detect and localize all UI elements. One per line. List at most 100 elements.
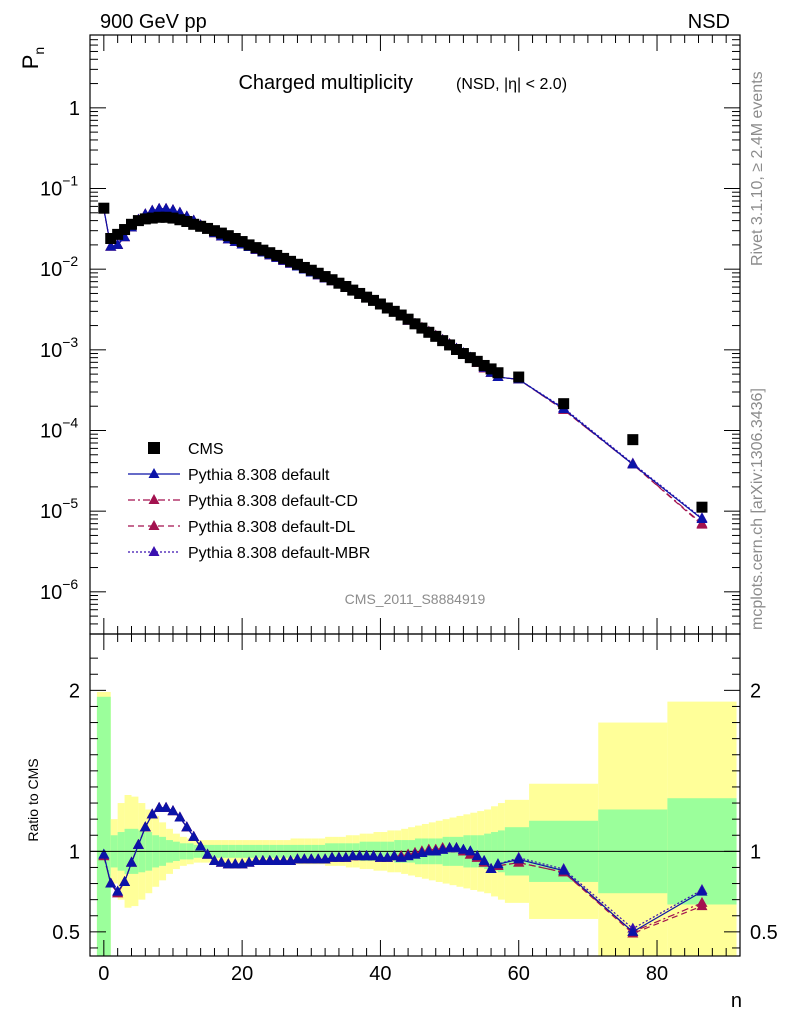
y-tick-label: 1 (69, 98, 80, 120)
data-point (696, 885, 708, 896)
data-point (368, 294, 380, 306)
main-series (98, 202, 708, 529)
data-point (558, 864, 570, 875)
data-point (112, 885, 124, 896)
data-point (98, 202, 110, 214)
legend-entry: Pythia 8.308 default-CD (128, 493, 358, 510)
data-point (513, 371, 525, 383)
data-point (132, 215, 144, 227)
data-point (340, 280, 352, 292)
data-point (361, 291, 373, 303)
data-point (105, 233, 117, 245)
data-point (215, 856, 227, 867)
data-point (513, 853, 525, 864)
data-point (478, 855, 490, 866)
data-point (627, 458, 639, 469)
data-point (471, 355, 483, 367)
data-point (250, 855, 262, 866)
header-right: NSD (688, 11, 730, 33)
data-point (558, 398, 570, 410)
data-point (368, 850, 380, 861)
data-point (305, 853, 317, 864)
data-point (354, 850, 366, 861)
data-point (450, 343, 462, 355)
plot-title: Charged multiplicity (238, 72, 413, 94)
data-point (181, 215, 193, 227)
data-point (485, 363, 497, 375)
data-point (450, 842, 462, 853)
data-point (409, 318, 421, 330)
data-point (139, 213, 151, 225)
y-tick-label-right: 2 (750, 680, 761, 702)
data-point (139, 821, 151, 832)
data-point (457, 843, 469, 854)
ratio-panel: 0 20 40 60 80 0.5 0.5 1 1 2 2 (52, 633, 778, 985)
data-point (222, 230, 234, 242)
data-point (208, 225, 220, 237)
data-point (112, 228, 124, 240)
data-point (153, 211, 165, 223)
x-tick-label: 80 (646, 963, 668, 985)
legend-entry: Pythia 8.308 default-DL (128, 519, 355, 536)
header-left: 900 GeV pp (100, 11, 207, 33)
data-point (416, 322, 428, 334)
legend-label: Pythia 8.308 default-DL (188, 519, 355, 536)
data-point (125, 218, 137, 230)
data-point (298, 261, 310, 273)
data-point (112, 238, 124, 249)
data-point (195, 220, 207, 232)
data-point (627, 925, 639, 936)
x-axis-label: n (731, 990, 742, 1012)
data-point (264, 855, 276, 866)
data-point (333, 851, 345, 862)
y-tick-label-right: 1 (750, 841, 761, 863)
x-tick-label: 0 (98, 963, 109, 985)
data-point (696, 512, 708, 523)
data-point (215, 227, 227, 239)
data-point (347, 850, 359, 861)
legend-label: Pythia 8.308 default (188, 467, 330, 484)
data-point (105, 877, 117, 888)
data-point (285, 255, 297, 267)
data-point (146, 808, 158, 819)
x-tick-label: 20 (231, 963, 253, 985)
y-tick-label: 10−5 (40, 495, 78, 523)
data-point (312, 853, 324, 864)
data-point (132, 838, 144, 849)
data-point (485, 863, 497, 874)
data-point (464, 845, 476, 856)
y-tick-label: 10−4 (40, 414, 78, 442)
y-tick-label: 10−3 (40, 334, 78, 362)
data-point (153, 801, 165, 812)
data-point (492, 858, 504, 869)
data-point (271, 855, 283, 866)
data-point (229, 858, 241, 869)
data-point (305, 264, 317, 276)
legend: CMS Pythia 8.308 default Pythia 8.308 defa… (128, 441, 370, 562)
data-point (250, 242, 262, 254)
data-point (374, 851, 386, 862)
data-point (333, 277, 345, 289)
y-tick-label: 1 (69, 841, 80, 863)
data-point (257, 244, 269, 256)
data-point (167, 805, 179, 816)
main-panel: 1 10−1 10−2 10−3 10−4 10−5 10−6 Charged multip… (40, 34, 741, 635)
data-point (291, 258, 303, 270)
data-point (174, 214, 186, 226)
data-point (153, 202, 165, 213)
data-point (264, 247, 276, 259)
data-point (326, 851, 338, 862)
data-point (423, 845, 435, 856)
data-point (119, 224, 131, 236)
data-point (202, 222, 214, 234)
data-point (374, 298, 386, 310)
legend-label: Pythia 8.308 default-MBR (188, 545, 370, 562)
y-tick-label: 10−6 (40, 576, 78, 604)
data-point (326, 274, 338, 286)
side-label-top: Rivet 3.1.10, ≥ 2.4M events (749, 71, 766, 266)
data-point (478, 359, 490, 371)
data-point (381, 302, 393, 314)
data-point (174, 811, 186, 822)
data-point (291, 853, 303, 864)
data-point (167, 204, 179, 215)
